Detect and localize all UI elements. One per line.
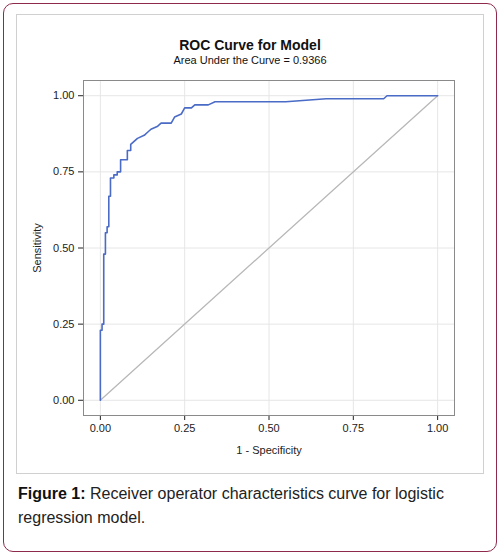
svg-text:0.75: 0.75: [53, 165, 74, 177]
svg-text:0.75: 0.75: [343, 422, 364, 434]
svg-text:0.00: 0.00: [90, 422, 111, 434]
html-text:Figure 1: Receiver operator ch: Figure 1: Receiver operator characterist…: [18, 485, 444, 526]
svg-text:0.25: 0.25: [174, 422, 195, 434]
html-text:ROC Curve for Model: ROC Curve for Model: [179, 37, 321, 53]
svg-text:0.50: 0.50: [258, 422, 279, 434]
svg-text:0.25: 0.25: [53, 318, 74, 330]
html-text:Area Under the Curve = 0.9366: Area Under the Curve = 0.9366: [173, 54, 327, 66]
svg-text:1.00: 1.00: [427, 422, 448, 434]
svg-text:0.50: 0.50: [53, 242, 74, 254]
svg-text:Sensitivity: Sensitivity: [31, 223, 43, 273]
svg-text:0.00: 0.00: [53, 394, 74, 406]
svg-text:1.00: 1.00: [53, 89, 74, 101]
svg-text:1 - Specificity: 1 - Specificity: [236, 444, 302, 456]
